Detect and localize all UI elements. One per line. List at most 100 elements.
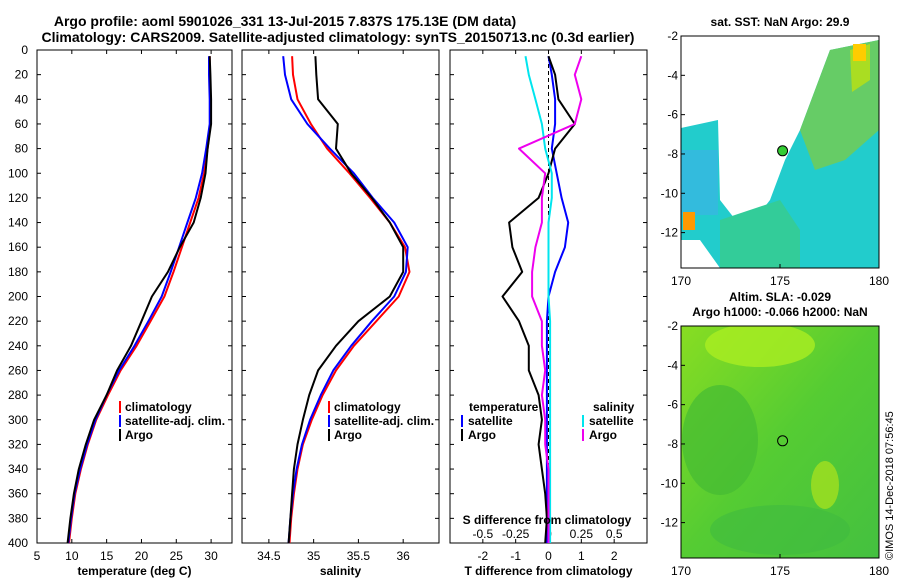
legend-climatology-label: climatology — [125, 400, 192, 414]
x-tick-label: 5 — [34, 549, 41, 563]
series-line-satellite-adj-clim- — [67, 56, 211, 544]
depth-axis: 0 20 40 60 80 100 120 140 160 180 200 220 240 260 280 3… — [8, 43, 28, 550]
lat-tick-label: -4 — [667, 68, 678, 82]
sla-high-patch — [705, 326, 815, 367]
depth-tick-label: 200 — [8, 290, 28, 304]
x-tick-label: 15 — [100, 549, 114, 563]
depth-tick-label: 180 — [8, 265, 28, 279]
x-tick-label: 1 — [578, 549, 585, 563]
series-line-satellite-adj-clim- — [282, 56, 409, 544]
series-line-s-satellite — [524, 56, 553, 543]
depth-tick-label: 20 — [15, 68, 29, 82]
lat-tick-label: -8 — [667, 147, 678, 161]
x-tick-label: 20 — [135, 549, 149, 563]
depth-tick-label: 80 — [15, 142, 29, 156]
sla-map-subtitle: Argo h1000: -0.066 h2000: NaN — [692, 305, 867, 319]
legend-salinity-header: salinity — [593, 400, 635, 414]
salinity-legend: climatology satellite-adj. clim. Argo — [328, 400, 434, 442]
depth-tick-label: 140 — [8, 216, 28, 230]
depth-tick-label: 300 — [8, 413, 28, 427]
series-line-argo — [66, 56, 213, 544]
lat-tick-label: -2 — [667, 319, 678, 333]
sst-hot-pixel — [853, 44, 866, 61]
lon-tick-label: 175 — [770, 274, 790, 288]
s-difference-axis-title: S difference from climatology — [463, 513, 632, 527]
depth-tick-label: 380 — [8, 511, 28, 525]
x-axis-label: salinity — [320, 564, 362, 578]
x-tick-label: 34.5 — [257, 549, 281, 563]
depth-tick-label: 360 — [8, 487, 28, 501]
x-tick-label: 0 — [545, 549, 552, 563]
x-tick-label: 2 — [611, 549, 618, 563]
sst-hot-pixel — [683, 212, 695, 230]
depth-tick-label: 340 — [8, 462, 28, 476]
salinity-panel: 34.5 35 35.5 36 salinity — [242, 49, 439, 578]
legend-argo-label: Argo — [125, 428, 153, 442]
depth-tick-label: 280 — [8, 388, 28, 402]
sla-map-field — [681, 326, 879, 558]
x-tick-label: 25 — [170, 549, 184, 563]
depth-tick-label: 240 — [8, 339, 28, 353]
difference-legend: temperature satellite Argo salinity sate… — [461, 400, 635, 442]
series-line-t-argo — [501, 55, 576, 544]
argo-position-marker-sst — [777, 145, 789, 157]
sst-south-patch — [720, 200, 800, 268]
series-line-climatology — [68, 56, 212, 544]
lat-tick-label: -10 — [661, 476, 679, 490]
figure-title-line2: Climatology: CARS2009. Satellite-adjuste… — [42, 29, 635, 45]
x-axis-label: temperature (deg C) — [77, 564, 191, 578]
depth-tick-label: 40 — [15, 92, 29, 106]
figure-title-line1: Argo profile: aoml 5901026_331 13-Jul-20… — [54, 13, 516, 29]
legend-t-argo-label: Argo — [468, 428, 496, 442]
legend-s-argo-label: Argo — [589, 428, 617, 442]
series-line-argo — [287, 56, 405, 544]
legend-satellite-adj-label: satellite-adj. clim. — [125, 414, 225, 428]
lat-tick-label: -4 — [667, 358, 678, 372]
legend-t-satellite-label: satellite — [468, 414, 513, 428]
x-tick-label: -1 — [510, 549, 521, 563]
lat-tick-label: -12 — [661, 516, 679, 530]
sla-low-patch — [682, 385, 758, 495]
depth-tick-label: 100 — [8, 166, 28, 180]
x-tick-label: -2 — [477, 549, 488, 563]
sla-map-title: Altim. SLA: -0.029 — [729, 290, 831, 304]
lat-tick-label: -6 — [667, 108, 678, 122]
lon-tick-label: 175 — [770, 564, 790, 578]
legend-argo-label: Argo — [334, 428, 362, 442]
sla-low-patch — [710, 505, 850, 555]
x-tick-label: 36 — [397, 549, 411, 563]
lat-tick-label: -12 — [661, 226, 679, 240]
lat-tick-label: -10 — [661, 186, 679, 200]
sla-high-patch — [811, 461, 839, 509]
depth-tick-label: 0 — [21, 43, 28, 57]
s-diff-tick-label: 0.25 — [570, 527, 594, 541]
legend-temperature-header: temperature — [469, 400, 539, 414]
lat-tick-label: -2 — [667, 29, 678, 43]
lon-tick-label: 180 — [869, 564, 889, 578]
depth-tick-label: 120 — [8, 191, 28, 205]
sla-map-axes: 170 175 180 -2 -4 -6 -8 -10 -12 — [661, 319, 890, 578]
x-tick-label: 30 — [204, 549, 218, 563]
x-axis-label: T difference from climatology — [464, 564, 632, 578]
depth-tick-label: 160 — [8, 240, 28, 254]
x-tick-label: 10 — [65, 549, 79, 563]
lon-tick-label: 170 — [671, 564, 691, 578]
argo-position-marker-sla — [777, 435, 789, 447]
copyright-notice: ©IMOS 14-Dec-2018 07:56:45 — [884, 411, 896, 560]
depth-tick-label: 60 — [15, 117, 29, 131]
depth-tick-label: 220 — [8, 314, 28, 328]
legend-climatology-label: climatology — [334, 400, 401, 414]
sst-west-patch — [681, 150, 718, 215]
depth-tick-label: 400 — [8, 536, 28, 550]
legend-satellite-adj-label: satellite-adj. clim. — [334, 414, 434, 428]
lat-tick-label: -6 — [667, 398, 678, 412]
lon-tick-label: 170 — [671, 274, 691, 288]
temperature-panel-frame — [36, 49, 233, 544]
temperature-panel: 5 10 15 20 25 30 temperature (deg C) — [34, 49, 232, 578]
temperature-legend: climatology satellite-adj. clim. Argo — [119, 400, 225, 442]
sst-map-field — [681, 40, 879, 268]
s-diff-tick-label: -0.5 — [472, 527, 493, 541]
depth-tick-label: 260 — [8, 363, 28, 377]
x-tick-label: 35 — [307, 549, 321, 563]
